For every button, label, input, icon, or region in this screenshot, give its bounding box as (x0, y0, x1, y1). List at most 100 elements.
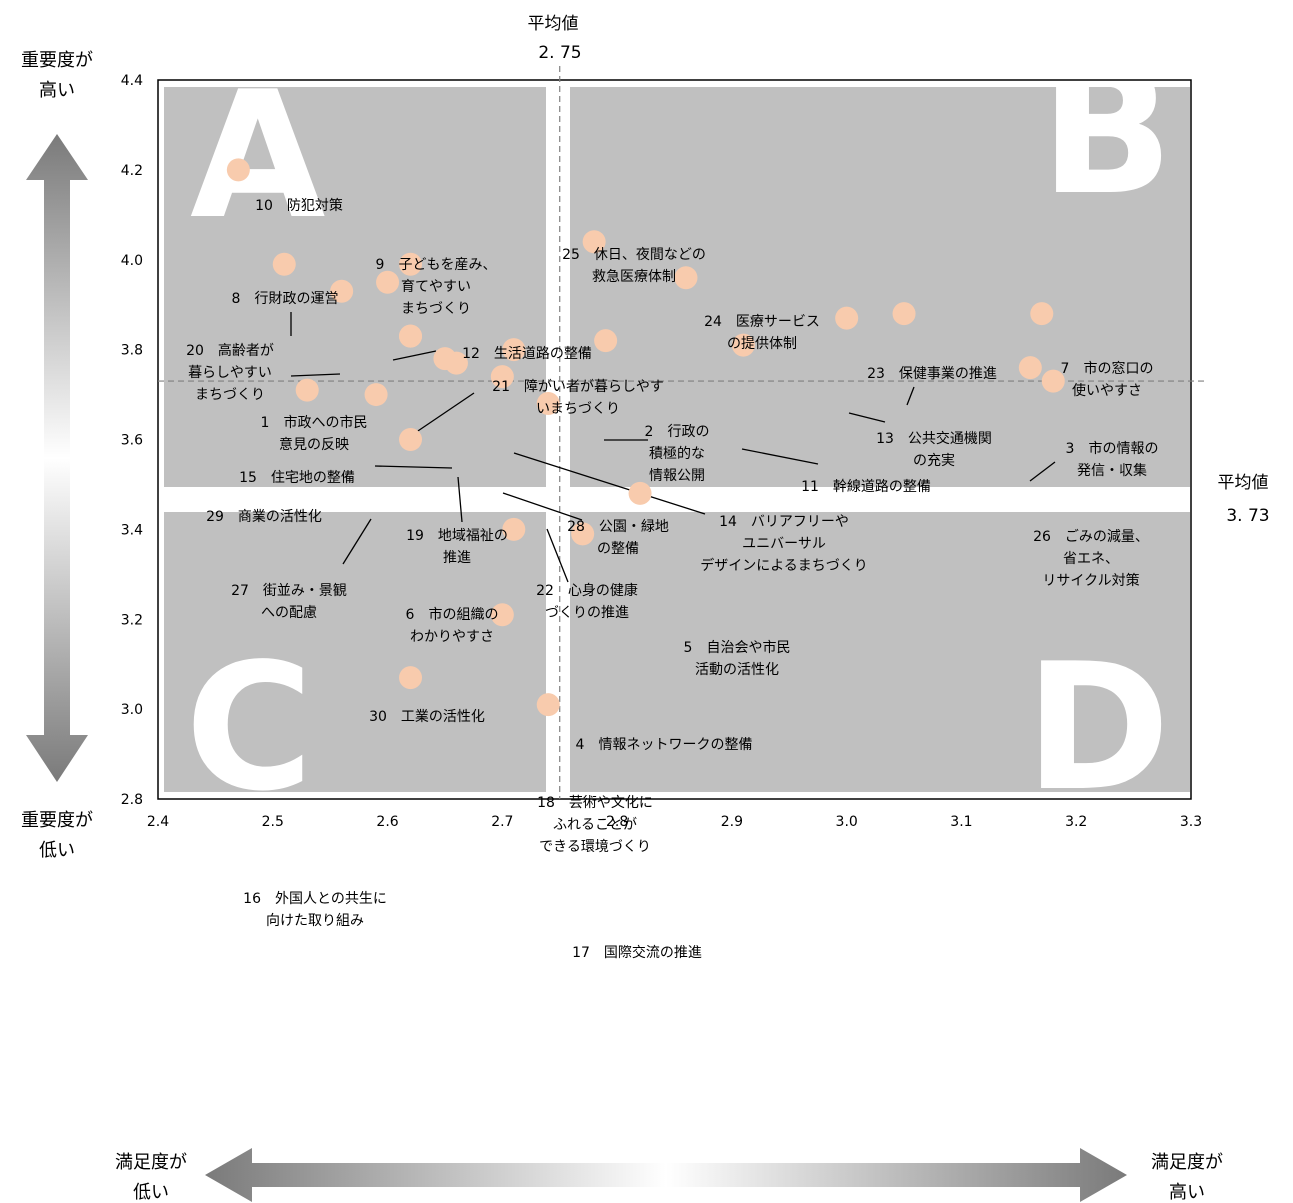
point-label-line: 使いやすさ (1072, 382, 1142, 399)
data-point-6 (399, 428, 423, 451)
point-label-line: 育てやすい (401, 279, 471, 295)
point-label-line: づくりの推進 (545, 605, 629, 621)
point-label-line: 10 防犯対策 (255, 197, 343, 214)
data-point-29 (295, 378, 319, 402)
leader-line-27 (342, 518, 372, 565)
point-label-line: 14 バリアフリーや (719, 514, 849, 530)
point-label-line: 12 生活道路の整備 (462, 346, 592, 362)
quadrant-letters: A B C D (185, 31, 1173, 830)
data-point-22 (536, 392, 560, 416)
point-label-23: 23 保健事業の推進 (867, 366, 997, 382)
data-point-9 (399, 252, 423, 276)
quadrant-letter-a: A (190, 55, 325, 258)
point-label-line: いまちづくり (536, 401, 620, 417)
point-label-28: 28 公園・緑地の整備 (567, 519, 669, 557)
data-point-5 (628, 481, 652, 505)
y-tick-label: 4.4 (121, 73, 143, 89)
point-label-line: 2 行政の (645, 424, 710, 440)
point-label-line: 省エネ、 (1063, 551, 1119, 567)
y-tick-label: 4.0 (121, 253, 143, 269)
point-label-line: 向けた取り組み (266, 913, 364, 929)
leader-line-22 (546, 528, 569, 583)
data-point-20 (330, 279, 354, 303)
point-label-line: 26 ごみの減量、 (1033, 528, 1149, 545)
point-label-line: 1 市政への市民 (261, 414, 368, 431)
point-label-line: 27 街並み・景観 (231, 582, 347, 599)
point-label-26: 26 ごみの減量、省エネ、リサイクル対策 (1033, 528, 1149, 589)
point-label-3: 3 市の情報の発信・収集 (1066, 440, 1159, 479)
point-label-line: ふれることが (553, 817, 637, 833)
point-label-line: わかりやすさ (410, 629, 494, 645)
data-point-16 (399, 666, 423, 690)
leader-line-28 (502, 492, 583, 521)
point-label-line: 9 子どもを産み、 (376, 257, 497, 273)
mean-lines (158, 66, 1205, 799)
point-label-line: 22 心身の健康 (536, 582, 638, 599)
x-mean-label: 平均値 (528, 14, 579, 34)
data-point-14 (502, 338, 526, 362)
point-label-line: 情報公開 (649, 468, 705, 484)
data-point-10 (226, 158, 250, 182)
leader-lines (290, 312, 1056, 583)
data-point-28 (490, 365, 514, 389)
importance-arrow-shape (26, 134, 88, 782)
data-point-7 (1030, 302, 1054, 326)
point-label-11: 11 幹線道路の整備 (801, 478, 931, 495)
x-tick-label: 3.1 (950, 814, 972, 830)
importance-low-line2: 低い (39, 840, 75, 861)
leader-line-13 (848, 412, 886, 423)
x-tick-label: 2.5 (262, 814, 284, 830)
quadrant-d-bg (570, 512, 1190, 792)
point-label-24: 24 医療サービスの提供体制 (704, 313, 820, 352)
x-tick-label: 2.6 (376, 814, 398, 830)
point-label-19: 19 地域福祉の推進 (406, 528, 508, 566)
point-label-17: 17 国際交流の推進 (572, 944, 702, 961)
data-point-13 (835, 306, 859, 330)
leader-line-19 (457, 476, 463, 523)
point-label-15: 15 住宅地の整備 (239, 470, 355, 486)
data-point-27 (364, 383, 388, 407)
x-mean-value: 2. 75 (538, 43, 581, 63)
x-tick-label: 2.9 (721, 814, 743, 830)
quadrant-backgrounds (164, 87, 1190, 792)
y-mean-value: 3. 73 (1226, 506, 1269, 526)
leader-line-21 (408, 392, 475, 438)
point-label-line: デザインによるまちづくり (700, 557, 868, 574)
point-label-line: 16 外国人との共生に (243, 891, 387, 907)
point-label-5: 5 自治会や市民活動の活性化 (684, 639, 791, 678)
satisfaction-high-line2: 高い (1169, 1182, 1205, 1203)
point-labels: 1 市政への市民意見の反映 2 行政の積極的な情報公開 3 市の情報の発信・収集 4 … (186, 197, 1158, 961)
leader-line-3 (1029, 461, 1056, 482)
satisfaction-arrow-shape (205, 1148, 1127, 1202)
point-label-line: 23 保健事業の推進 (867, 366, 997, 382)
data-point-19 (444, 351, 468, 375)
x-tick-label: 3.3 (1180, 814, 1202, 830)
data-point-8 (272, 252, 296, 276)
point-label-line: 7 市の窓口の (1061, 360, 1154, 377)
point-label-4: 4 情報ネットワークの整備 (576, 737, 753, 753)
x-axis-ticks: 2.4 2.5 2.6 2.7 2.8 2.9 3.0 3.1 3.2 3.3 (147, 814, 1202, 830)
point-label-line: リサイクル対策 (1042, 572, 1139, 589)
satisfaction-low-label: 満足度が 低い (115, 1152, 187, 1203)
point-label-line: の提供体制 (727, 336, 797, 352)
point-label-line: 推進 (443, 550, 471, 566)
point-label-27: 27 街並み・景観への配慮 (231, 582, 347, 621)
data-point-18 (490, 603, 514, 627)
point-label-10: 10 防犯対策 (255, 197, 343, 214)
point-label-16: 16 外国人との共生に向けた取り組み (243, 891, 387, 929)
point-label-line: 19 地域福祉の (406, 528, 508, 544)
point-label-line: 意見の反映 (279, 436, 349, 453)
point-label-line: 6 市の組織の (406, 606, 499, 623)
data-point-4 (571, 522, 595, 546)
point-label-line: 11 幹線道路の整備 (801, 478, 931, 495)
data-point-11 (731, 333, 755, 357)
point-label-line: 積極的な (649, 446, 705, 462)
y-axis-ticks: 2.8 3.0 3.2 3.4 3.6 3.8 4.0 4.2 4.4 (121, 73, 143, 808)
point-label-line: 4 情報ネットワークの整備 (576, 737, 753, 753)
point-label-line: 13 公共交通機関 (876, 430, 992, 447)
point-label-1: 1 市政への市民意見の反映 (261, 414, 368, 453)
satisfaction-high-line1: 満足度が (1151, 1152, 1223, 1173)
point-label-line: 暮らしやすい (188, 365, 272, 381)
quadrant-letter-d: D (1025, 627, 1170, 830)
point-label-14: 14 バリアフリーやユニバーサルデザインによるまちづくり (700, 514, 868, 574)
